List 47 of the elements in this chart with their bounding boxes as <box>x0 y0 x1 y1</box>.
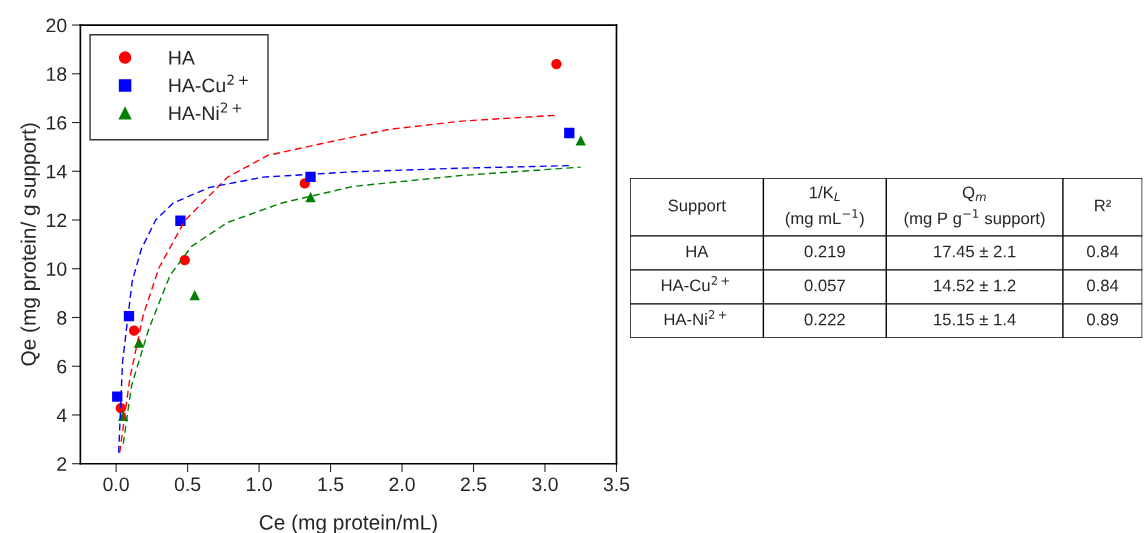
y-tick-label: 14 <box>47 164 67 179</box>
legend-label: HA <box>169 51 195 65</box>
text: 17.45 ± 2.1 <box>934 245 1016 258</box>
y-tick-label: 2 <box>57 457 67 471</box>
x-tick-label: 1.5 <box>318 477 344 492</box>
text: HA-Cu$^{2+}$ <box>661 276 729 292</box>
text: R² <box>1095 199 1112 212</box>
text: 0.057 <box>804 279 845 292</box>
text: 0.84 <box>1087 245 1119 258</box>
point <box>128 325 140 336</box>
legend-label: HA-Ni$^{2+}$ <box>169 102 242 120</box>
text: 0.84 <box>1087 279 1119 292</box>
text: 0.219 <box>804 245 845 258</box>
point <box>305 171 316 183</box>
x-tick-label: 2.0 <box>389 477 415 492</box>
y-tick-label: 12 <box>47 213 67 228</box>
text: 0.222 <box>804 313 845 326</box>
y-tick-label: 8 <box>57 310 67 325</box>
x-tick-label: 0.0 <box>103 477 129 492</box>
text: 1/K$_{L}$ (mg mL$^{−1}$) <box>785 186 864 228</box>
point <box>179 255 190 266</box>
x-tick-label: 3.0 <box>532 477 558 492</box>
point <box>189 289 200 301</box>
y-tick-label: 6 <box>57 359 67 374</box>
x-tick-label: 3.5 <box>603 477 630 492</box>
y-tick-label: 4 <box>56 408 67 423</box>
y-axis-title: Qe (mg protein/ g support) <box>20 123 40 366</box>
text: Support <box>668 199 726 215</box>
x-tick-label: 2.5 <box>460 477 487 492</box>
y-tick-label: 10 <box>47 262 67 276</box>
point <box>175 215 186 226</box>
y-tick-label: 18 <box>47 67 67 82</box>
text: 15.15 ± 1.4 <box>934 313 1016 326</box>
x-tick-label: 0.5 <box>174 477 201 492</box>
text: HA <box>686 245 709 258</box>
legend-label: HA-Cu$^{2+}$ <box>169 74 248 93</box>
text: 14.52 ± 1.2 <box>934 279 1016 292</box>
point <box>564 127 575 139</box>
text: 0.89 <box>1087 313 1119 326</box>
point <box>305 191 316 203</box>
y-tick-label: 16 <box>47 116 67 130</box>
x-axis-title: Ce (mg protein/mL) <box>259 514 437 533</box>
x-tick-label: 1.0 <box>247 477 272 492</box>
point <box>551 58 562 70</box>
text: HA-Ni$^{2+}$ <box>664 310 727 326</box>
y-tick-label: 20 <box>46 18 67 33</box>
text: Q$_{m}$ (mg P g$^{−1}$ support) <box>904 186 1045 228</box>
